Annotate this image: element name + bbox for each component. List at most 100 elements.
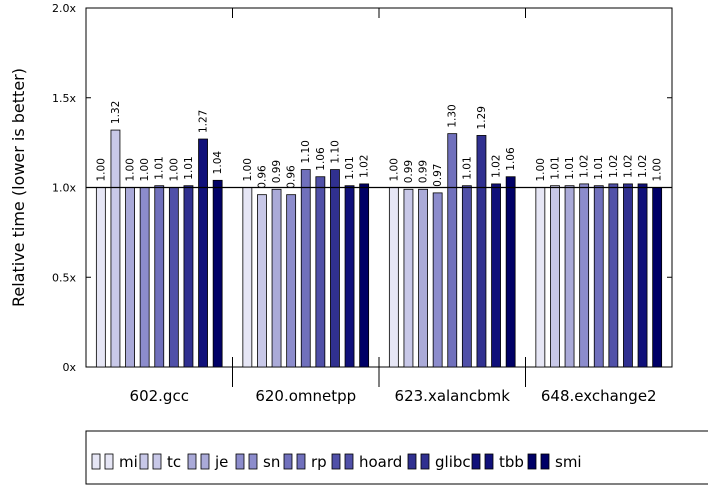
data-label-hoard-623-xalancbmk: 1.01: [461, 156, 473, 179]
bar-mi-602-gcc: [95, 187, 106, 368]
bar-tbb-623-xalancbmk: [491, 183, 501, 368]
bar-glibc-602-gcc: [183, 185, 194, 368]
bar-je-620-omnetpp: [271, 188, 282, 368]
x-category-label-648-exchange2: 648.exchange2: [541, 387, 657, 405]
legend-label-sn: sn: [263, 453, 280, 471]
data-label-tbb-623-xalancbmk: 1.02: [491, 155, 503, 178]
x-category-label-602-gcc: 602.gcc: [130, 387, 189, 405]
legend-swatch-hoard: [331, 453, 341, 470]
data-label-sn-602-gcc: 1.00: [139, 158, 151, 181]
y-tick-label: 0x: [62, 361, 76, 374]
bar-mi-648-exchange2: [535, 187, 546, 368]
data-label-je-620-omnetpp: 0.99: [271, 160, 283, 183]
legend-swatch-tbb: [471, 453, 481, 470]
legend-label-tbb: tbb: [499, 453, 524, 471]
legend-label-mi: mi: [119, 453, 138, 471]
data-label-sn-623-xalancbmk: 0.97: [432, 163, 444, 186]
bar-mi-620-omnetpp: [242, 187, 253, 368]
legend-swatch-hoard: [344, 453, 354, 470]
data-label-tc-623-xalancbmk: 0.99: [403, 160, 415, 183]
axes-layer: 0x 0.5x 1.0x 1.5x 2.0x Relative time (lower i…: [9, 2, 672, 405]
bar-glibc-623-xalancbmk: [476, 135, 487, 368]
data-label-sn-648-exchange2: 1.02: [579, 155, 591, 178]
bar-tbb-602-gcc: [198, 138, 208, 368]
legend-label-smi: smi: [555, 453, 582, 471]
legend-label-tc: tc: [167, 453, 181, 471]
data-label-je-648-exchange2: 1.01: [564, 156, 576, 179]
legend-swatch-mi: [104, 453, 114, 470]
data-label-sn-620-omnetpp: 0.96: [286, 165, 298, 189]
legend-swatch-glibc: [420, 453, 430, 470]
bar-tc-648-exchange2: [550, 185, 560, 368]
bar-tc-602-gcc: [110, 129, 121, 368]
legend-label-rp: rp: [311, 453, 327, 471]
legend-swatch-je: [187, 453, 197, 470]
data-label-rp-648-exchange2: 1.01: [593, 156, 605, 179]
bar-rp-602-gcc: [154, 185, 165, 368]
legend-entry-mi: mi: [91, 453, 138, 471]
bar-tc-623-xalancbmk: [403, 188, 414, 368]
data-label-smi-620-omnetpp: 1.02: [359, 155, 371, 178]
bar-glibc-620-omnetpp: [330, 169, 340, 368]
bar-je-602-gcc: [125, 187, 135, 368]
legend-swatch-mi: [91, 453, 101, 470]
bar-smi-623-xalancbmk: [505, 176, 516, 368]
data-label-mi-602-gcc: 1.00: [95, 158, 107, 181]
data-label-rp-620-omnetpp: 1.10: [300, 140, 312, 163]
bar-mi-623-xalancbmk: [388, 187, 399, 368]
bar-sn-620-omnetpp: [286, 194, 297, 368]
legend-swatch-smi: [540, 453, 550, 470]
legend-swatch-rp: [296, 453, 306, 470]
data-label-rp-602-gcc: 1.01: [154, 156, 166, 179]
data-label-tbb-620-omnetpp: 1.01: [344, 156, 356, 179]
legend-entry-smi: smi: [527, 453, 582, 471]
data-label-smi-602-gcc: 1.04: [212, 151, 224, 175]
legend-label-je: je: [214, 453, 228, 471]
legend-entry-glibc: glibc: [407, 453, 471, 471]
data-label-je-602-gcc: 1.00: [125, 158, 137, 181]
bar-je-623-xalancbmk: [418, 188, 428, 368]
legend-swatch-rp: [283, 453, 293, 470]
data-label-hoard-648-exchange2: 1.02: [608, 155, 620, 178]
data-label-je-623-xalancbmk: 0.99: [418, 160, 430, 183]
data-label-mi-620-omnetpp: 1.00: [242, 158, 254, 181]
legend-entry-tbb: tbb: [471, 453, 524, 471]
legend-swatch-je: [200, 453, 210, 470]
bar-hoard-648-exchange2: [608, 183, 619, 368]
y-axis-label: Relative time (lower is better): [9, 68, 28, 307]
bar-sn-648-exchange2: [579, 183, 590, 368]
legend-entry-sn: sn: [235, 453, 280, 471]
data-label-smi-623-xalancbmk: 1.06: [505, 147, 517, 171]
legend-swatch-tbb: [484, 453, 494, 470]
data-label-glibc-623-xalancbmk: 1.29: [476, 106, 488, 129]
y-tick-label: 0.5x: [52, 271, 76, 284]
data-label-hoard-602-gcc: 1.00: [168, 158, 180, 181]
legend-label-glibc: glibc: [435, 453, 471, 471]
bar-hoard-602-gcc: [168, 187, 179, 368]
data-label-tc-602-gcc: 1.32: [110, 101, 122, 124]
bars-layer: 1.001.321.00 1.00 1.01 1.00 1.011.271.04 1.00…: [95, 101, 664, 368]
bar-tbb-620-omnetpp: [344, 185, 355, 368]
bar-glibc-648-exchange2: [623, 183, 633, 368]
data-label-glibc-648-exchange2: 1.02: [622, 155, 634, 178]
legend-swatch-glibc: [407, 453, 417, 470]
y-tick-label: 1.5x: [52, 92, 76, 105]
data-label-glibc-602-gcc: 1.01: [183, 156, 195, 179]
legend: mi tc je sn rp hoard glibc tbb smi: [85, 430, 708, 485]
bar-sn-602-gcc: [139, 187, 150, 368]
bar-sn-623-xalancbmk: [432, 192, 443, 368]
x-category-label-623-xalancbmk: 623.xalancbmk: [395, 387, 511, 405]
data-label-rp-623-xalancbmk: 1.30: [447, 104, 459, 127]
data-label-tc-620-omnetpp: 0.96: [256, 165, 268, 189]
data-label-tc-648-exchange2: 1.01: [549, 156, 561, 179]
bar-rp-620-omnetpp: [300, 169, 311, 368]
y-tick-label: 2.0x: [52, 2, 76, 15]
legend-entry-je: je: [187, 453, 228, 471]
legend-swatch-tc: [139, 453, 149, 470]
legend-swatch-tc: [152, 453, 162, 470]
bar-tc-620-omnetpp: [257, 194, 267, 368]
legend-entry-tc: tc: [139, 453, 181, 471]
y-tick-label: 1.0x: [52, 182, 76, 195]
bar-rp-623-xalancbmk: [447, 133, 458, 368]
